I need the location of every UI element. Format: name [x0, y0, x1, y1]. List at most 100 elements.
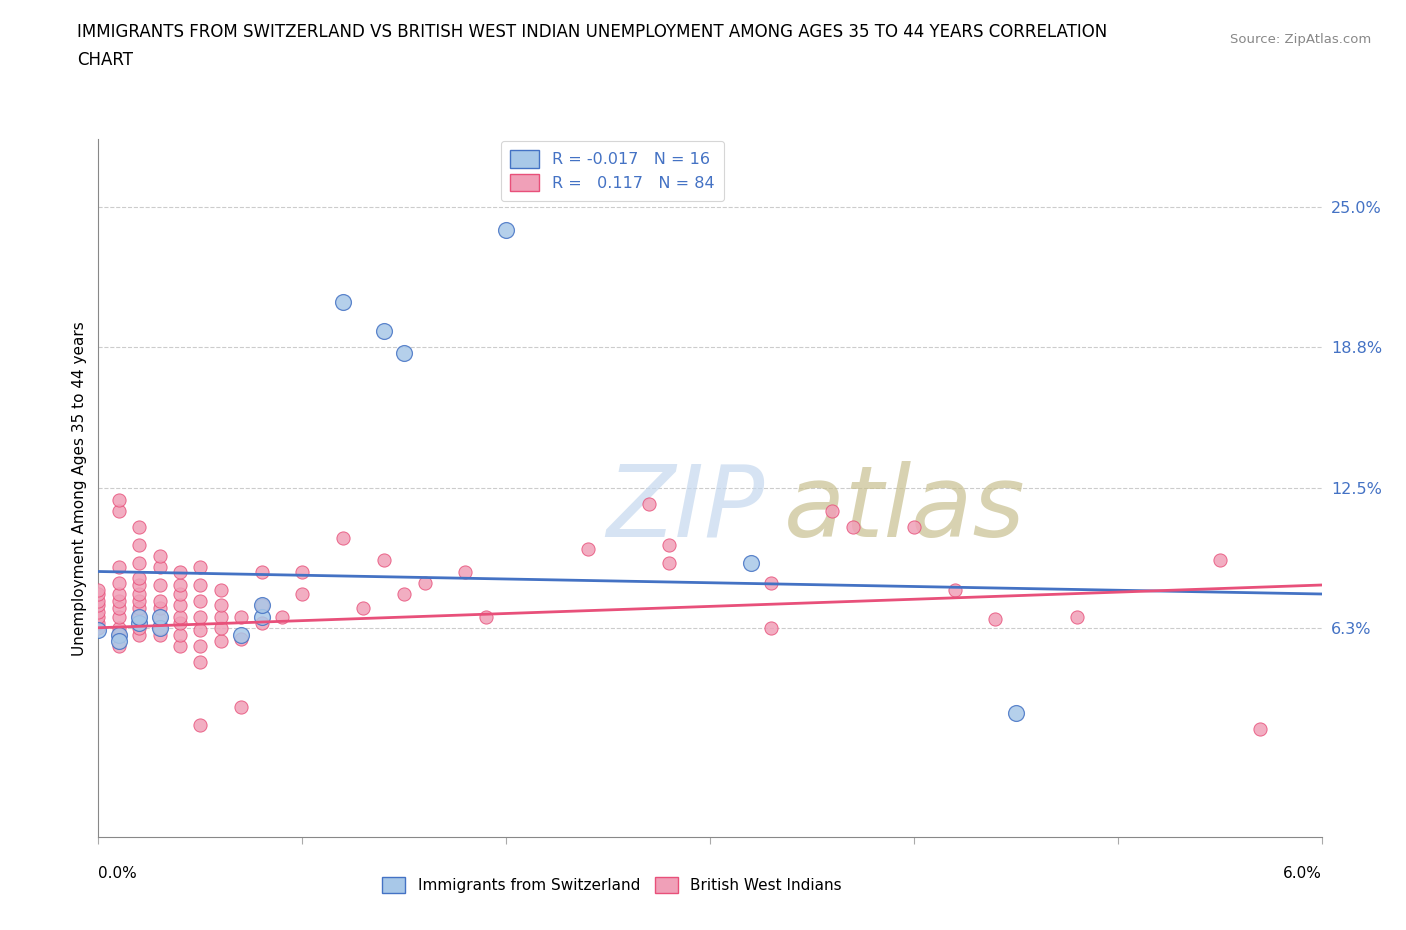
Point: [495, 222, 517, 237]
Point: [413, 576, 436, 591]
Point: [903, 519, 925, 534]
Point: [250, 598, 273, 613]
Point: [149, 549, 172, 564]
Point: [87, 582, 110, 597]
Point: [108, 576, 131, 591]
Text: IMMIGRANTS FROM SWITZERLAND VS BRITISH WEST INDIAN UNEMPLOYMENT AMONG AGES 35 TO: IMMIGRANTS FROM SWITZERLAND VS BRITISH W…: [77, 23, 1108, 41]
Legend: Immigrants from Switzerland, British West Indians: Immigrants from Switzerland, British Wes…: [377, 870, 848, 899]
Point: [87, 620, 110, 635]
Point: [984, 611, 1007, 626]
Point: [108, 638, 131, 653]
Text: 0.0%: 0.0%: [98, 867, 138, 882]
Point: [1249, 722, 1271, 737]
Point: [761, 620, 783, 635]
Point: [149, 609, 172, 624]
Point: [209, 582, 232, 597]
Point: [128, 609, 150, 624]
Point: [841, 519, 863, 534]
Point: [108, 492, 131, 507]
Point: [637, 497, 661, 512]
Point: [188, 654, 212, 669]
Point: [128, 587, 150, 602]
Point: [270, 609, 292, 624]
Point: [209, 634, 232, 649]
Point: [1066, 609, 1088, 624]
Point: [149, 578, 172, 592]
Point: [149, 620, 172, 635]
Point: [188, 622, 212, 637]
Point: [87, 616, 110, 631]
Point: [128, 620, 150, 635]
Point: [108, 560, 131, 575]
Point: [761, 576, 783, 591]
Point: [231, 609, 253, 624]
Point: [392, 346, 416, 361]
Point: [87, 587, 110, 602]
Point: [209, 620, 232, 635]
Point: [128, 609, 150, 624]
Point: [108, 627, 131, 642]
Point: [373, 324, 395, 339]
Point: [250, 616, 273, 631]
Point: [149, 620, 172, 635]
Point: [128, 616, 150, 631]
Point: [332, 530, 354, 545]
Y-axis label: Unemployment Among Ages 35 to 44 years: Unemployment Among Ages 35 to 44 years: [72, 321, 87, 656]
Point: [149, 600, 172, 615]
Point: [169, 598, 191, 613]
Point: [108, 593, 131, 608]
Point: [821, 503, 844, 518]
Point: [332, 294, 354, 309]
Point: [392, 587, 416, 602]
Point: [87, 609, 110, 624]
Point: [87, 604, 110, 619]
Point: [188, 609, 212, 624]
Point: [128, 519, 150, 534]
Point: [231, 631, 253, 646]
Point: [1208, 552, 1232, 567]
Point: [108, 634, 131, 649]
Point: [250, 609, 273, 624]
Point: [209, 598, 232, 613]
Point: [108, 600, 131, 615]
Point: [231, 627, 253, 642]
Point: [87, 598, 110, 613]
Point: [188, 578, 212, 592]
Point: [250, 598, 273, 613]
Point: [108, 609, 131, 624]
Point: [740, 555, 762, 570]
Point: [108, 627, 131, 642]
Point: [169, 565, 191, 579]
Point: [128, 593, 150, 608]
Point: [291, 587, 314, 602]
Point: [169, 627, 191, 642]
Point: [454, 565, 477, 579]
Point: [169, 616, 191, 631]
Text: ZIP: ZIP: [606, 460, 765, 558]
Point: [169, 638, 191, 653]
Text: CHART: CHART: [77, 51, 134, 69]
Point: [250, 565, 273, 579]
Point: [149, 593, 172, 608]
Point: [943, 582, 966, 597]
Point: [169, 609, 191, 624]
Point: [658, 555, 681, 570]
Point: [108, 587, 131, 602]
Point: [149, 627, 172, 642]
Point: [108, 503, 131, 518]
Text: Source: ZipAtlas.com: Source: ZipAtlas.com: [1230, 33, 1371, 46]
Point: [108, 620, 131, 635]
Point: [1004, 706, 1026, 721]
Point: [128, 578, 150, 592]
Point: [87, 622, 110, 637]
Point: [188, 593, 212, 608]
Text: atlas: atlas: [783, 460, 1025, 558]
Point: [149, 560, 172, 575]
Point: [149, 611, 172, 626]
Point: [291, 565, 314, 579]
Point: [128, 555, 150, 570]
Point: [188, 560, 212, 575]
Point: [169, 578, 191, 592]
Point: [658, 537, 681, 551]
Point: [169, 587, 191, 602]
